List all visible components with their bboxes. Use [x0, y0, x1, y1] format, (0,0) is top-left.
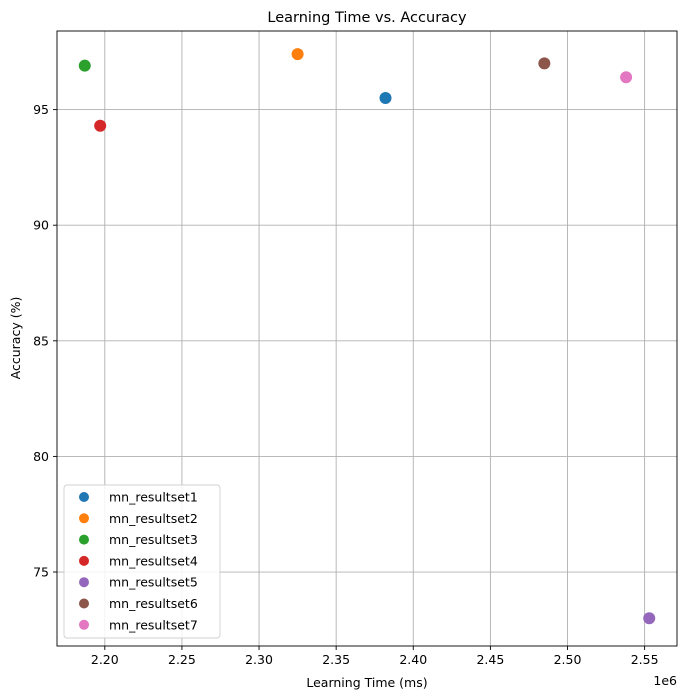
x-tick-label: 2.45: [476, 652, 504, 667]
y-tick-label: 90: [33, 218, 49, 233]
legend-label-mn_resultset2: mn_resultset2: [109, 511, 198, 526]
plot-frame: [56, 30, 678, 647]
x-tick-label: 2.25: [168, 652, 196, 667]
legend-label-mn_resultset1: mn_resultset1: [109, 490, 198, 505]
legend-marker-mn_resultset5: [79, 577, 89, 588]
data-points: [78, 48, 656, 625]
x-tick-label: 2.30: [245, 652, 273, 667]
y-tick-label: 75: [33, 565, 49, 580]
chart-title: Learning Time vs. Accuracy: [267, 10, 467, 26]
x-tick-label: 2.55: [631, 652, 659, 667]
legend-marker-mn_resultset2: [79, 513, 89, 524]
legend-marker-mn_resultset6: [79, 598, 89, 609]
x-tick-label: 2.50: [554, 652, 582, 667]
axis-ticks: 2.20 2.25 2.30 2.35 2.40 2.45 2.50 2.55 75 80 85 90…: [33, 102, 658, 667]
x-tick-label: 2.40: [399, 652, 427, 667]
data-point-mn_resultset5: [643, 612, 656, 625]
legend-marker-mn_resultset7: [79, 619, 89, 630]
x-axis-offset-label: 1e6: [653, 673, 677, 688]
legend-label-mn_resultset7: mn_resultset7: [109, 617, 198, 632]
legend-label-mn_resultset5: mn_resultset5: [109, 575, 198, 590]
legend-box: [63, 484, 221, 639]
y-tick-label: 85: [33, 333, 49, 348]
legend-marker-mn_resultset4: [79, 555, 89, 566]
legend: mn_resultset1 mn_resultset2 mn_resultset3m…: [63, 484, 221, 639]
y-tick-label: 95: [33, 102, 49, 117]
data-point-mn_resultset1: [379, 92, 392, 105]
y-axis-label: Accuracy (%): [8, 297, 23, 380]
legend-label-mn_resultset3: mn_resultset3: [109, 532, 198, 547]
data-point-mn_resultset6: [538, 57, 551, 70]
data-point-mn_resultset4: [94, 119, 107, 132]
x-axis-label: Learning Time (ms): [306, 675, 427, 690]
data-point-mn_resultset7: [620, 71, 633, 84]
y-tick-label: 80: [33, 449, 49, 464]
data-point-mn_resultset3: [78, 59, 91, 72]
legend-label-mn_resultset4: mn_resultset4: [109, 553, 198, 568]
legend-marker-mn_resultset3: [79, 534, 89, 545]
legend-label-mn_resultset6: mn_resultset6: [109, 596, 198, 611]
x-tick-label: 2.20: [91, 652, 119, 667]
data-point-mn_resultset2: [291, 48, 304, 61]
x-tick-label: 2.35: [322, 652, 350, 667]
legend-marker-mn_resultset1: [79, 492, 89, 502]
